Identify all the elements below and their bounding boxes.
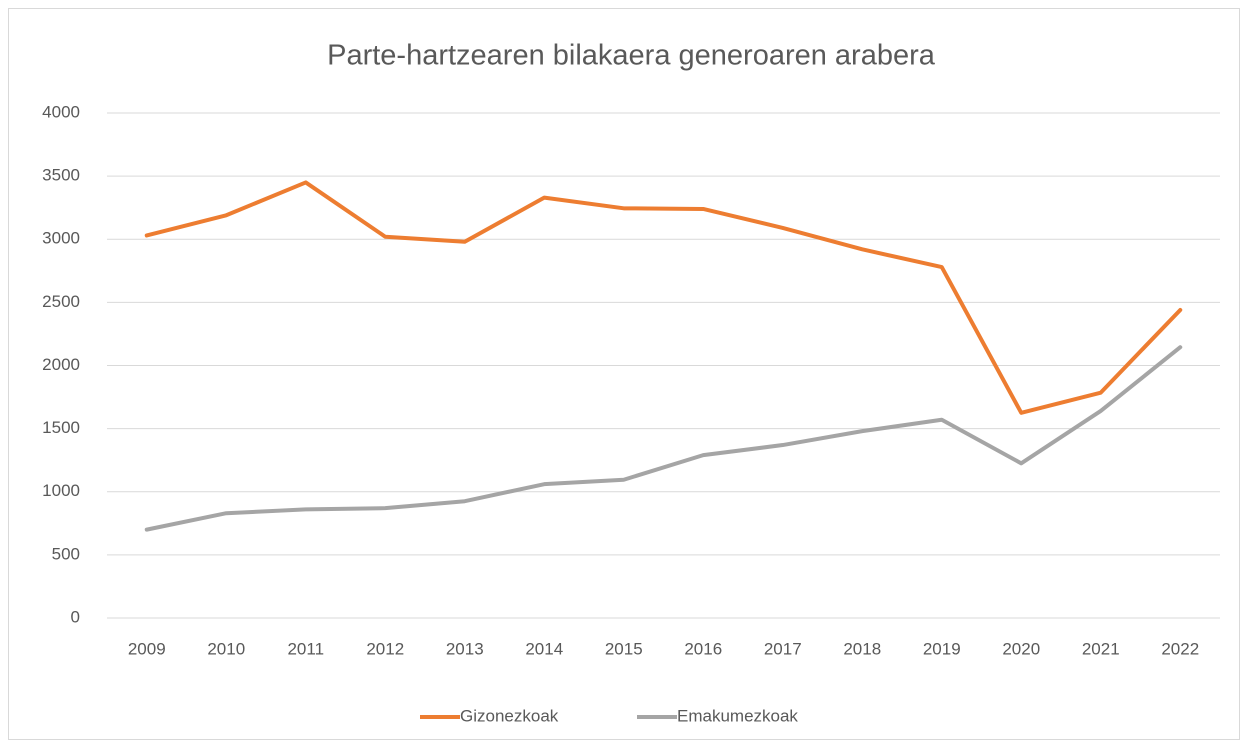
y-tick-label: 2000 — [42, 355, 80, 374]
x-tick-label: 2020 — [1002, 639, 1040, 658]
x-tick-label: 2013 — [446, 639, 484, 658]
legend-label: Emakumezkoak — [677, 706, 798, 725]
y-tick-label: 2500 — [42, 292, 80, 311]
x-tick-label: 2019 — [923, 639, 961, 658]
y-tick-label: 1000 — [42, 481, 80, 500]
x-tick-label: 2015 — [605, 639, 643, 658]
x-tick-label: 2012 — [366, 639, 404, 658]
y-tick-label: 3000 — [42, 229, 80, 248]
legend-label: Gizonezkoak — [460, 706, 559, 725]
x-tick-label: 2011 — [287, 639, 324, 658]
x-tick-label: 2022 — [1161, 639, 1199, 658]
x-tick-label: 2017 — [764, 639, 802, 658]
y-tick-label: 0 — [71, 607, 80, 626]
x-tick-label: 2016 — [684, 639, 722, 658]
x-tick-label: 2018 — [843, 639, 881, 658]
x-tick-label: 2009 — [128, 639, 166, 658]
data-line — [144, 180, 1183, 415]
y-tick-label: 500 — [52, 544, 80, 563]
chart-border — [8, 8, 1240, 740]
y-tick-label: 3500 — [42, 166, 80, 185]
y-tick-label: 4000 — [42, 102, 80, 121]
data-line — [144, 345, 1183, 532]
x-tick-label: 2021 — [1082, 639, 1120, 658]
chart-title: Parte-hartzearen bilakaera generoaren ar… — [327, 40, 936, 72]
y-tick-label: 1500 — [42, 418, 80, 437]
x-tick-label: 2014 — [525, 639, 563, 658]
x-tick-label: 2010 — [207, 639, 245, 658]
